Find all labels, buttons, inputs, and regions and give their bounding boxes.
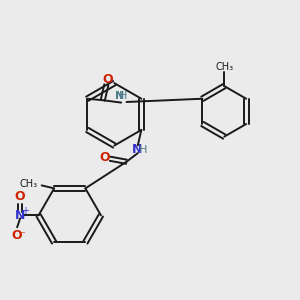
Text: H: H (119, 91, 127, 101)
Text: O: O (12, 229, 22, 242)
Text: CH₃: CH₃ (19, 179, 37, 189)
Text: N: N (131, 143, 142, 156)
Text: N: N (15, 209, 25, 222)
Text: +: + (21, 206, 29, 216)
Text: O: O (100, 151, 110, 164)
Text: ⁻: ⁻ (20, 231, 26, 241)
Text: H: H (139, 145, 147, 154)
Text: N: N (115, 91, 124, 101)
Text: O: O (102, 73, 112, 86)
Text: O: O (15, 190, 26, 203)
Text: CH₃: CH₃ (215, 62, 233, 72)
